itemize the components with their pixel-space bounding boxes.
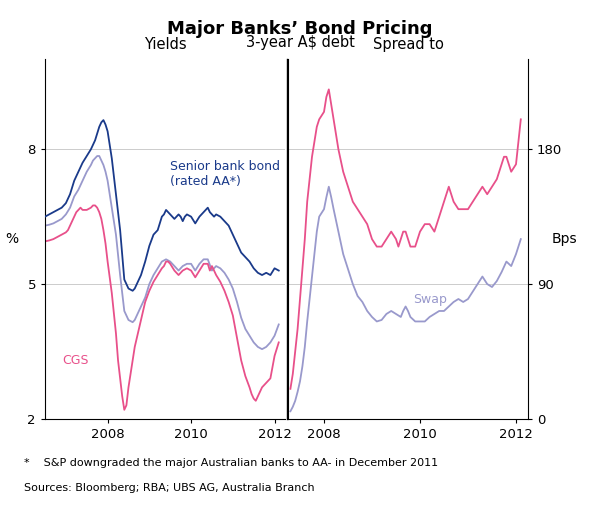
Text: Bps: Bps [551,232,577,246]
Text: Senior bank bond
(rated AA*): Senior bank bond (rated AA*) [170,160,280,188]
Text: CGS: CGS [62,354,88,367]
Text: %: % [5,232,18,246]
Text: Spread to: Spread to [373,37,443,52]
Text: Swap: Swap [413,293,446,306]
Text: Major Banks’ Bond Pricing: Major Banks’ Bond Pricing [167,20,433,38]
Text: Sources: Bloomberg; RBA; UBS AG, Australia Branch: Sources: Bloomberg; RBA; UBS AG, Austral… [24,483,314,493]
Text: 3-year A$ debt: 3-year A$ debt [245,35,355,50]
Text: *    S&P downgraded the major Australian banks to AA- in December 2011: * S&P downgraded the major Australian ba… [24,458,438,467]
Text: Yields: Yields [143,37,187,52]
